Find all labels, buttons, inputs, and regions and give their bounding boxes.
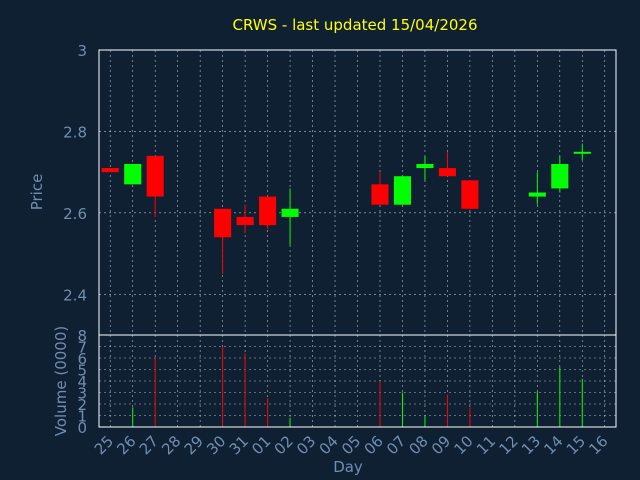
volume-panel-frame — [98, 334, 617, 428]
price-tick-labels: 3 2.8 2.6 2.4 — [63, 42, 87, 304]
volume-tick-label: 8 — [77, 327, 87, 345]
volume-tick-label: 3 — [77, 385, 87, 403]
x-tick-label: 16 — [585, 432, 611, 458]
candle-body — [214, 208, 232, 238]
price-tick-label: 2.6 — [63, 205, 87, 223]
chart-title: CRWS - last updated 15/04/2026 — [232, 16, 477, 34]
candle-body — [393, 176, 411, 205]
volume-axis-label: Volume (0000) — [52, 326, 70, 436]
volume-tick-label: 7 — [77, 339, 87, 357]
candle-body — [236, 216, 254, 226]
candle-body — [371, 184, 389, 205]
price-axis-label: Price — [28, 174, 46, 211]
candle-body — [461, 180, 479, 209]
x-tick-labels: 2526272829303101020304050607080910111213… — [91, 432, 612, 458]
price-tick-label: 3 — [77, 42, 87, 60]
candle-body — [551, 164, 569, 189]
candle-body — [124, 164, 142, 185]
candle-body — [281, 208, 299, 217]
candle-body — [573, 151, 591, 154]
candles — [101, 143, 591, 274]
price-tick-label: 2.4 — [63, 286, 87, 304]
volume-tick-label: 0 — [77, 419, 87, 437]
volume-grid — [99, 334, 616, 428]
candle-body — [416, 164, 434, 169]
volume-tick-label: 5 — [77, 362, 87, 380]
volume-tick-label: 4 — [77, 373, 87, 391]
volume-tick-label: 6 — [77, 350, 87, 368]
volume-bars — [132, 346, 583, 427]
candle-body — [146, 155, 164, 197]
volume-tick-label: 2 — [77, 396, 87, 414]
candle-body — [101, 168, 119, 173]
x-axis-label: Day — [333, 458, 363, 476]
candle-body — [438, 168, 456, 177]
volume-tick-label: 1 — [77, 408, 87, 426]
price-tick-label: 2.8 — [63, 123, 87, 141]
candle-body — [528, 192, 546, 197]
candle-body — [259, 196, 277, 226]
